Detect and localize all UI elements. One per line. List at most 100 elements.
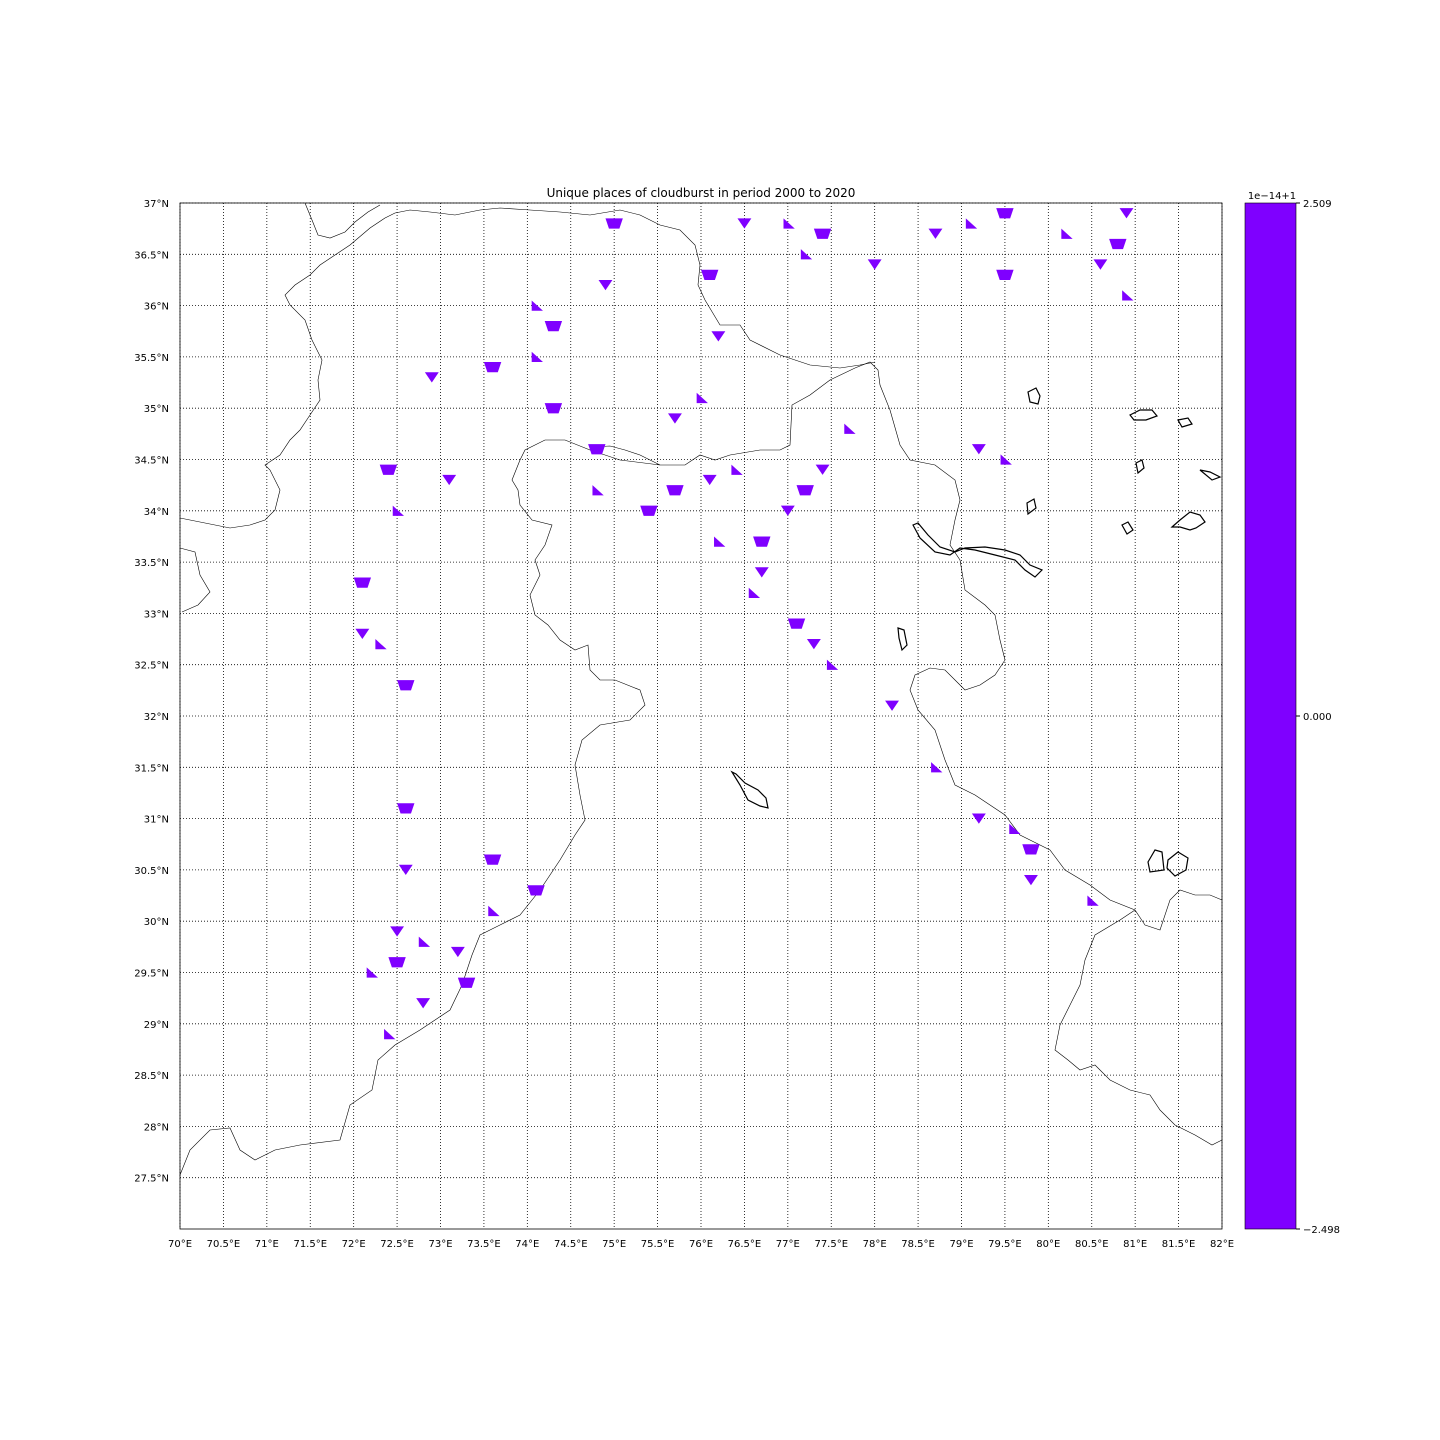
- cloudburst-cell: [531, 351, 543, 363]
- y-tick-label: 35.5°N: [134, 353, 169, 364]
- cloudburst-cell: [353, 577, 372, 588]
- cloudburst-cell: [1022, 844, 1040, 855]
- y-tick-label: 32°N: [144, 712, 169, 723]
- cloudburst-cell: [714, 536, 726, 547]
- map-area: [179, 202, 1223, 1230]
- cloudburst-cell: [527, 885, 545, 896]
- cloudburst-cell: [787, 618, 806, 629]
- cloudburst-cell: [379, 464, 398, 475]
- y-tick-label: 36.5°N: [134, 250, 169, 261]
- cloudburst-cell: [1119, 208, 1134, 219]
- y-tick-label: 27.5°N: [134, 1174, 169, 1185]
- cloudburst-cell: [965, 218, 978, 229]
- x-tick-label: 71.5°E: [293, 1239, 327, 1250]
- cloudburst-cell: [390, 926, 405, 937]
- cloudburst-cell: [780, 505, 795, 516]
- cloudburst-cell: [488, 905, 500, 917]
- colorbar-fill: [1244, 202, 1297, 1230]
- cloudburst-cell: [928, 228, 943, 239]
- y-tick-label: 28.5°N: [134, 1071, 169, 1082]
- y-tick-label: 30°N: [144, 917, 169, 928]
- cloudburst-cell: [701, 269, 719, 280]
- y-tick-label: 31.5°N: [134, 763, 169, 774]
- cloudburst-cell: [1000, 454, 1012, 465]
- colorbar-tick-label: 2.509: [1303, 199, 1332, 210]
- border-line: [179, 547, 211, 613]
- y-tick-label: 33.5°N: [134, 558, 169, 569]
- y-tick-label: 33°N: [144, 609, 169, 620]
- cloudburst-cell: [731, 464, 743, 475]
- cloudburst-cell: [416, 998, 431, 1009]
- graticule: [179, 202, 1223, 1229]
- border-line: [304, 202, 381, 239]
- x-tick-label: 73.5°E: [467, 1239, 501, 1250]
- chart-title: Unique places of cloudburst in period 20…: [547, 186, 856, 200]
- y-tick-label: 30.5°N: [134, 866, 169, 877]
- cloudburst-cell: [796, 485, 814, 496]
- cloudburst-cell: [1087, 895, 1099, 906]
- cloudburst-cell: [702, 474, 717, 486]
- border-line: [1054, 909, 1223, 1146]
- x-tick-label: 73°E: [428, 1239, 452, 1250]
- cloudburst-cell: [1009, 823, 1021, 834]
- lake-outline: [1170, 511, 1206, 531]
- cloudburst-cell: [711, 331, 726, 342]
- cloudburst-cell: [605, 218, 623, 229]
- x-tick-label: 75.5°E: [641, 1239, 675, 1250]
- lake-outline: [1129, 409, 1159, 421]
- lake-outline: [1177, 417, 1193, 428]
- cloudburst-cell: [696, 392, 708, 404]
- lake-outline: [912, 522, 1044, 578]
- country-borders: [179, 202, 1223, 1176]
- y-tick-label: 36°N: [144, 302, 169, 313]
- cloudburst-cell: [483, 854, 502, 865]
- y-tick-label: 34°N: [144, 507, 169, 518]
- cloudburst-cell: [815, 464, 830, 475]
- cloudburst-cell: [544, 403, 563, 414]
- cloudburst-cell: [826, 659, 839, 670]
- cloudburst-cell: [592, 485, 604, 496]
- cloudburst-cell: [971, 444, 986, 455]
- lake-outline: [1199, 469, 1222, 481]
- cloudburst-cell: [355, 628, 370, 640]
- cloudburst-cell: [806, 639, 821, 650]
- cloudburst-cell: [588, 444, 606, 455]
- y-axis-ticks: 27.5°N 28°N 28.5°N 29°N 29.5°N 30°N 30.5°N 31°N…: [134, 199, 169, 1185]
- x-tick-label: 81.5°E: [1162, 1239, 1196, 1250]
- y-tick-label: 35°N: [144, 404, 169, 415]
- cloudburst-cell: [813, 228, 832, 239]
- cloudburst-cell: [398, 864, 413, 876]
- lake-outline: [1121, 521, 1134, 535]
- cloudburst-cell: [457, 977, 476, 988]
- x-tick-label: 75°E: [602, 1239, 626, 1250]
- border-line: [179, 207, 876, 529]
- y-tick-label: 31°N: [144, 815, 169, 826]
- lake-outline: [1166, 851, 1189, 877]
- colorbar-offset-label: 1e−14+1: [1248, 191, 1296, 202]
- x-tick-label: 76°E: [689, 1239, 713, 1250]
- cloudburst-cell: [1093, 259, 1108, 270]
- cloudburst-cell: [753, 536, 771, 547]
- border-line: [179, 361, 1223, 1176]
- cloudburst-cells: [353, 208, 1134, 1040]
- cloudburst-cell: [384, 1028, 396, 1040]
- lake-outline: [1147, 849, 1165, 873]
- cloudburst-cell: [397, 680, 415, 691]
- cloudburst-cell: [737, 218, 752, 229]
- cloudburst-cell: [996, 208, 1014, 219]
- cloudburst-cell: [754, 567, 769, 578]
- x-tick-label: 78°E: [863, 1239, 887, 1250]
- cloudburst-cell: [1122, 290, 1134, 301]
- x-tick-label: 78.5°E: [901, 1239, 935, 1250]
- lake-outline: [1027, 387, 1041, 405]
- cloudburst-cell: [483, 362, 502, 373]
- cloudburst-cell: [748, 587, 761, 599]
- cloudburst-cell: [783, 218, 795, 229]
- x-tick-label: 70.5°E: [207, 1239, 241, 1250]
- colorbar-tick-label: 0.000: [1303, 712, 1332, 723]
- y-tick-label: 32.5°N: [134, 661, 169, 672]
- cloudburst-cell: [397, 803, 415, 814]
- border-line: [589, 445, 661, 466]
- cloudburst-cell: [598, 279, 613, 291]
- cloudburst-cell: [1024, 875, 1038, 886]
